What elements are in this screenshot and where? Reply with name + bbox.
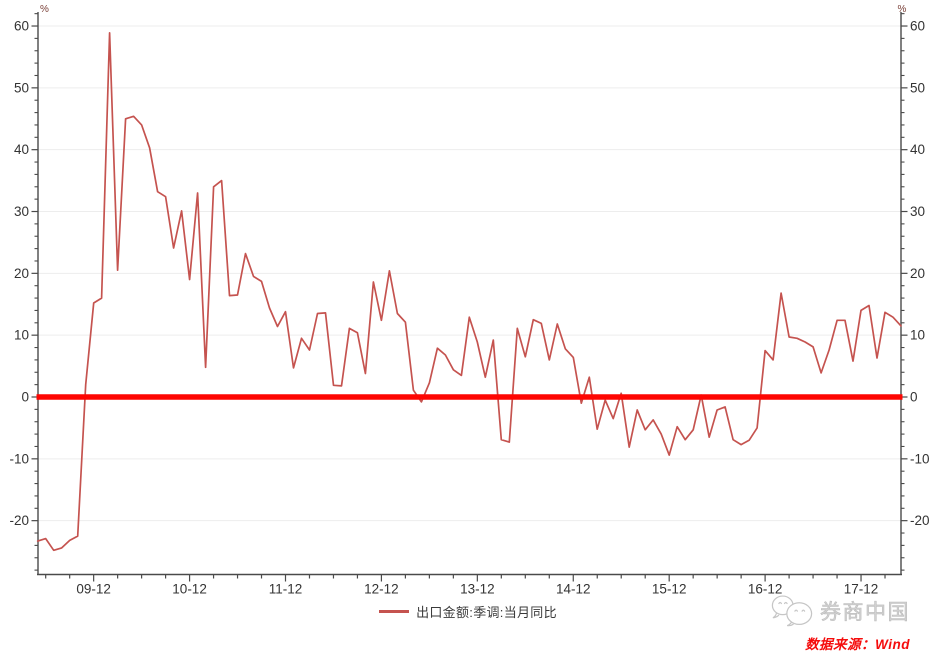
legend-line-swatch bbox=[379, 610, 410, 613]
y-tick-label: -10 bbox=[9, 451, 29, 466]
y-tick-label: 40 bbox=[910, 142, 925, 157]
x-tick-label: 13-12 bbox=[460, 582, 495, 597]
y-tick-label: 20 bbox=[910, 266, 925, 281]
y-tick-label: 60 bbox=[910, 19, 925, 34]
y-tick-label: 30 bbox=[910, 204, 925, 219]
chat-bubbles-icon bbox=[771, 595, 813, 627]
x-tick-label: 11-12 bbox=[269, 582, 303, 597]
x-tick-label: 14-12 bbox=[556, 582, 591, 597]
y-tick-label: 0 bbox=[910, 390, 918, 405]
y-axis-unit-left: % bbox=[40, 4, 49, 15]
x-tick-label: 17-12 bbox=[844, 582, 879, 597]
x-tick-label: 09-12 bbox=[76, 582, 111, 597]
y-tick-label: 40 bbox=[14, 142, 29, 157]
data-source-note: 数据来源：Wind bbox=[805, 637, 910, 652]
y-axis-unit-right: % bbox=[898, 4, 907, 15]
y-tick-label: 10 bbox=[910, 328, 925, 343]
brand-text: 券商中国 bbox=[820, 600, 910, 624]
y-tick-label: 10 bbox=[14, 328, 29, 343]
y-tick-label: -20 bbox=[910, 513, 930, 528]
legend-label: 出口金额:季调:当月同比 bbox=[416, 605, 557, 620]
x-tick-label: 16-12 bbox=[748, 582, 783, 597]
y-tick-label: -10 bbox=[910, 451, 930, 466]
x-tick-label: 12-12 bbox=[364, 582, 399, 597]
y-tick-label: 50 bbox=[14, 80, 29, 95]
brokerchina-watermark: 券商中国 bbox=[768, 594, 910, 627]
y-tick-label: 50 bbox=[910, 80, 925, 95]
y-tick-label: 30 bbox=[14, 204, 29, 219]
y-tick-label: 20 bbox=[14, 266, 29, 281]
y-tick-label: 60 bbox=[14, 19, 29, 34]
legend: 出口金额:季调:当月同比 bbox=[0, 602, 936, 621]
x-tick-label: 15-12 bbox=[652, 582, 687, 597]
x-tick-label: 10-12 bbox=[172, 582, 207, 597]
y-tick-label: -20 bbox=[9, 513, 29, 528]
y-tick-label: 0 bbox=[21, 390, 29, 405]
series-line bbox=[36, 31, 902, 552]
